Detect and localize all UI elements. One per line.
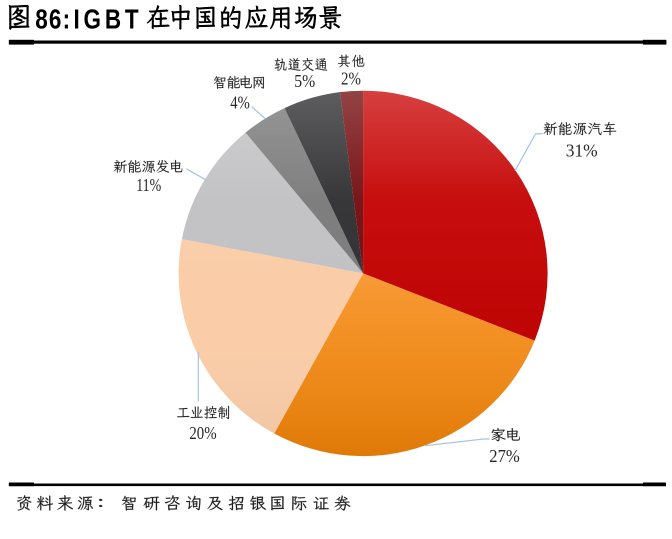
svg-text:4%: 4%	[230, 92, 250, 112]
svg-text:5%: 5%	[294, 71, 315, 91]
svg-text:27%: 27%	[489, 446, 520, 466]
svg-text:IGBT: IGBT	[74, 4, 143, 35]
svg-text:86:: 86:	[35, 4, 71, 35]
svg-text:31%: 31%	[566, 140, 598, 160]
svg-text:2%: 2%	[341, 69, 361, 89]
svg-text:11%: 11%	[136, 175, 161, 195]
svg-text:20%: 20%	[189, 423, 216, 443]
